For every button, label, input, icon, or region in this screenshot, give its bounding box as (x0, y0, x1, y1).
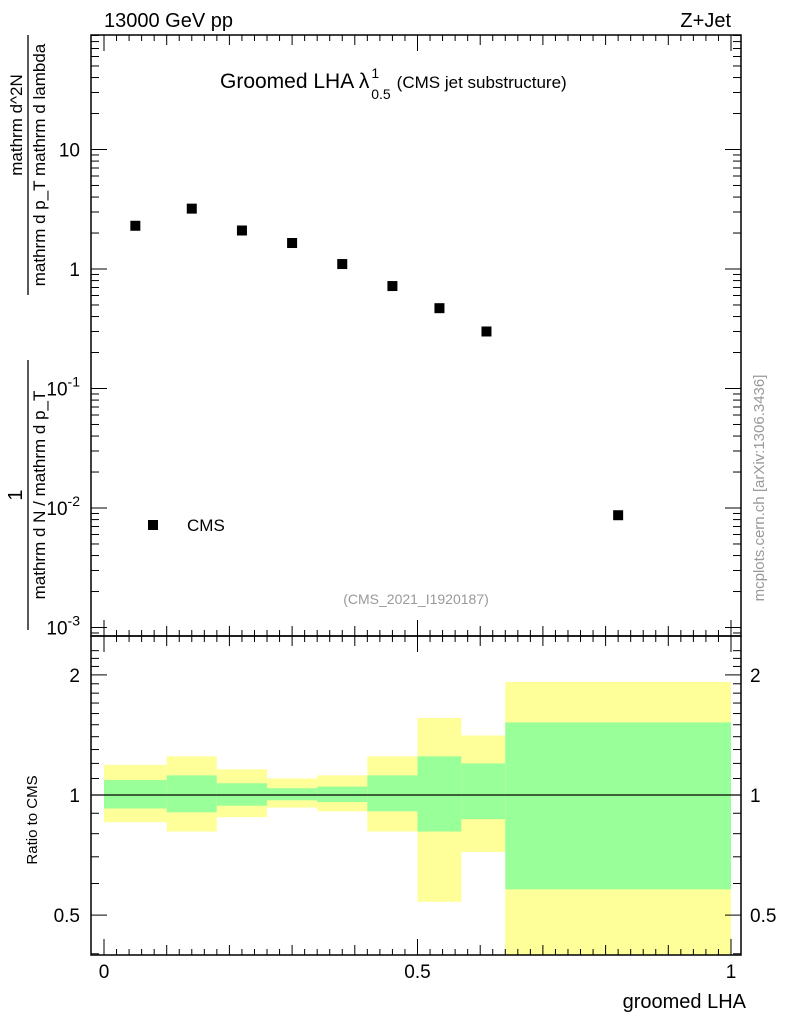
ratio-y-tick-label-right: 2 (750, 666, 761, 687)
y-label-denominator: mathrm d N / mathrm d p_T (30, 391, 49, 600)
ratio-y-tick-label: 0.5 (54, 906, 80, 927)
main-y-tick-label: 10-3 (46, 613, 80, 640)
main-y-tick-label: 10-2 (46, 493, 80, 520)
analysis-label: (CMS_2021_I1920187) (343, 591, 489, 607)
ratio-band-inner (104, 780, 167, 809)
chart-title-subscript: 0.5 (371, 86, 391, 102)
chart-title: Groomed LHA λ 1 0.5 (CMS jet substructure) (220, 65, 567, 102)
data-point (613, 510, 624, 521)
ratio-band-inner (317, 786, 368, 803)
data-point (481, 326, 492, 337)
y-label-fraction-denominator: mathrm d p_T mathrm d lambda (30, 43, 49, 286)
x-tick-label: 0.5 (404, 962, 430, 983)
ratio-band-inner (166, 775, 217, 813)
main-y-tick-exp: -3 (68, 613, 81, 629)
x-axis-label: groomed LHA (623, 991, 747, 1013)
data-point (236, 225, 247, 236)
data-point (387, 281, 398, 292)
data-point (287, 238, 298, 249)
main-y-tick-base: 10 (46, 499, 67, 520)
main-panel: Groomed LHA λ 1 0.5(CMS jet substructure) … (5, 34, 742, 640)
ratio-band-inner (461, 763, 506, 820)
chart-title-note: (CMS jet substructure) (397, 73, 567, 92)
ratio-y-axis-label: Ratio to CMS (24, 775, 41, 864)
main-y-tick-label: 10 (59, 141, 80, 162)
ratio-y-tick-label-right: 1 (750, 786, 761, 807)
legend-marker-cms (148, 520, 158, 530)
y-label-numerator: 1 (5, 489, 27, 500)
ratio-y-tick-label: 1 (69, 786, 80, 807)
data-point (130, 220, 141, 231)
ratio-panel: 0.5 0.5 1 1 2 2 0 0.5 1 Ratio to CMS groomed LH… (24, 635, 776, 1013)
chart-title-superscript: 1 (371, 65, 379, 81)
main-frame (90, 34, 742, 637)
ratio-y-tick-label-right: 0.5 (750, 906, 776, 927)
chart-title-main: Groomed LHA λ (220, 70, 370, 93)
main-y-tick-label: 10-1 (46, 374, 80, 401)
main-y-tick-label: 1 (69, 260, 80, 281)
y-label-fraction-numerator: mathrm d^2N (7, 74, 26, 176)
legend-label-cms: CMS (187, 516, 225, 535)
main-y-tick-base: 10 (46, 619, 67, 640)
data-point (186, 203, 197, 214)
x-tick-label: 0 (99, 962, 110, 983)
ratio-band-inner (267, 788, 318, 801)
ratio-band-inner (505, 722, 731, 890)
energy-label: 13000 GeV pp (104, 10, 233, 32)
main-y-tick-base: 10 (46, 380, 67, 401)
main-y-axis-label: 1 mathrm d N / mathrm d p_T mathrm d^2N … (5, 35, 49, 630)
process-label: Z+Jet (680, 10, 731, 32)
ratio-y-tick-label: 2 (69, 666, 80, 687)
legend: CMS (148, 516, 225, 535)
main-y-tick-exp: -2 (68, 493, 81, 509)
main-y-tick-exp: -1 (68, 374, 81, 390)
data-point (337, 259, 348, 270)
x-tick-label: 1 (726, 962, 737, 983)
site-watermark: mcplots.cern.ch [arXiv:1306.3436] (751, 375, 768, 602)
ratio-band-inner (367, 775, 418, 812)
data-point (434, 303, 445, 314)
ratio-band-inner (417, 756, 462, 832)
